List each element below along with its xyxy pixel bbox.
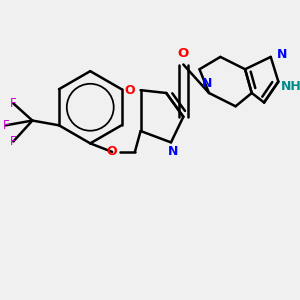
- Text: O: O: [124, 84, 134, 97]
- Text: N: N: [277, 48, 287, 61]
- Text: O: O: [107, 146, 117, 158]
- Text: N: N: [168, 146, 178, 158]
- Text: F: F: [2, 119, 9, 132]
- Text: F: F: [10, 97, 17, 110]
- Text: N: N: [202, 77, 212, 90]
- Text: O: O: [178, 46, 189, 60]
- Text: NH: NH: [281, 80, 300, 93]
- Text: F: F: [10, 135, 17, 148]
